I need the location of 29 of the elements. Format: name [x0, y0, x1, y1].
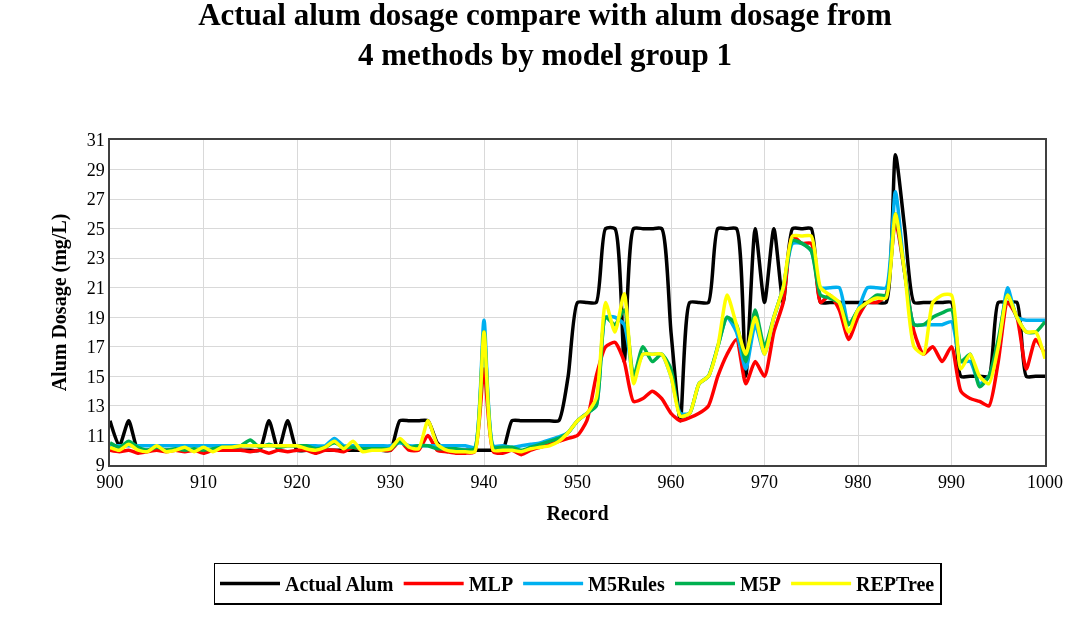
legend-label: Actual Alum	[285, 573, 394, 596]
y-tick-label: 17	[86, 337, 105, 358]
y-tick-label: 27	[86, 189, 105, 210]
x-tick-label: 960	[657, 472, 685, 493]
legend-label: M5P	[739, 573, 782, 596]
legend-label: MLP	[468, 573, 514, 596]
legend-label: M5Rules	[588, 573, 665, 596]
y-tick-label: 19	[86, 307, 105, 328]
x-tick-label: 920	[283, 472, 311, 493]
x-tick-label: 970	[751, 472, 778, 493]
y-tick-label: 23	[86, 248, 105, 269]
legend-label: REPTree	[856, 573, 935, 596]
chart-title: Actual alum dosage compare with alum dosage from 4 methods by model group 1	[198, 0, 893, 72]
x-tick-label: 990	[938, 472, 965, 493]
y-axis-title: Alum Dosage (mg/L)	[47, 213, 71, 392]
x-tick-label: 930	[377, 472, 404, 493]
y-tick-label: 15	[86, 366, 105, 387]
x-tick-label: 910	[190, 472, 217, 493]
y-tick-label: 25	[86, 218, 105, 239]
y-tick-label: 31	[86, 130, 105, 151]
x-tick-label: 950	[564, 472, 591, 493]
y-tick-label: 11	[87, 425, 105, 446]
x-tick-label: 980	[844, 472, 872, 493]
y-tick-label: 13	[86, 396, 105, 417]
x-axis-title: Record	[546, 502, 609, 525]
y-tick-label: 21	[86, 278, 105, 299]
y-tick-label: 29	[86, 159, 105, 180]
x-tick-label: 1000	[1027, 472, 1063, 493]
x-tick-label: 940	[470, 472, 498, 493]
